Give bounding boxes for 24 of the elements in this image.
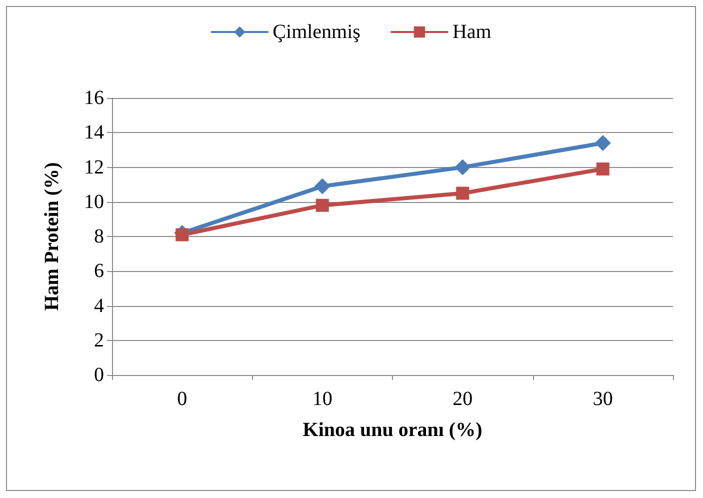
legend-label: Ham [452, 21, 492, 43]
point [596, 162, 610, 176]
x-tick-label: 20 [452, 388, 473, 410]
y-tick-label: 4 [94, 294, 104, 317]
x-tick-label: 0 [177, 388, 188, 410]
y-axis-title: Ham Protein (%) [41, 162, 63, 311]
point [316, 198, 329, 212]
y-tick-label: 10 [84, 190, 104, 213]
legend-label: Çimlenmiş [272, 21, 361, 43]
y-tick-label: 12 [84, 156, 104, 178]
y-tick-label: 2 [94, 329, 104, 352]
point [314, 178, 330, 194]
x-tick-label: 10 [312, 388, 332, 410]
point [456, 186, 470, 200]
y-tick-label: 8 [94, 226, 104, 248]
y-tick-label: 0 [94, 364, 104, 386]
y-tick-label: 6 [94, 260, 104, 282]
point [594, 135, 611, 152]
y-tick-label: 14 [84, 122, 104, 144]
y-tick-label: 16 [84, 87, 104, 109]
point [454, 159, 471, 176]
point [176, 228, 189, 242]
x-tick-label: 30 [592, 388, 613, 410]
x-axis-title: Kinoa unu oranı (%) [302, 419, 482, 441]
